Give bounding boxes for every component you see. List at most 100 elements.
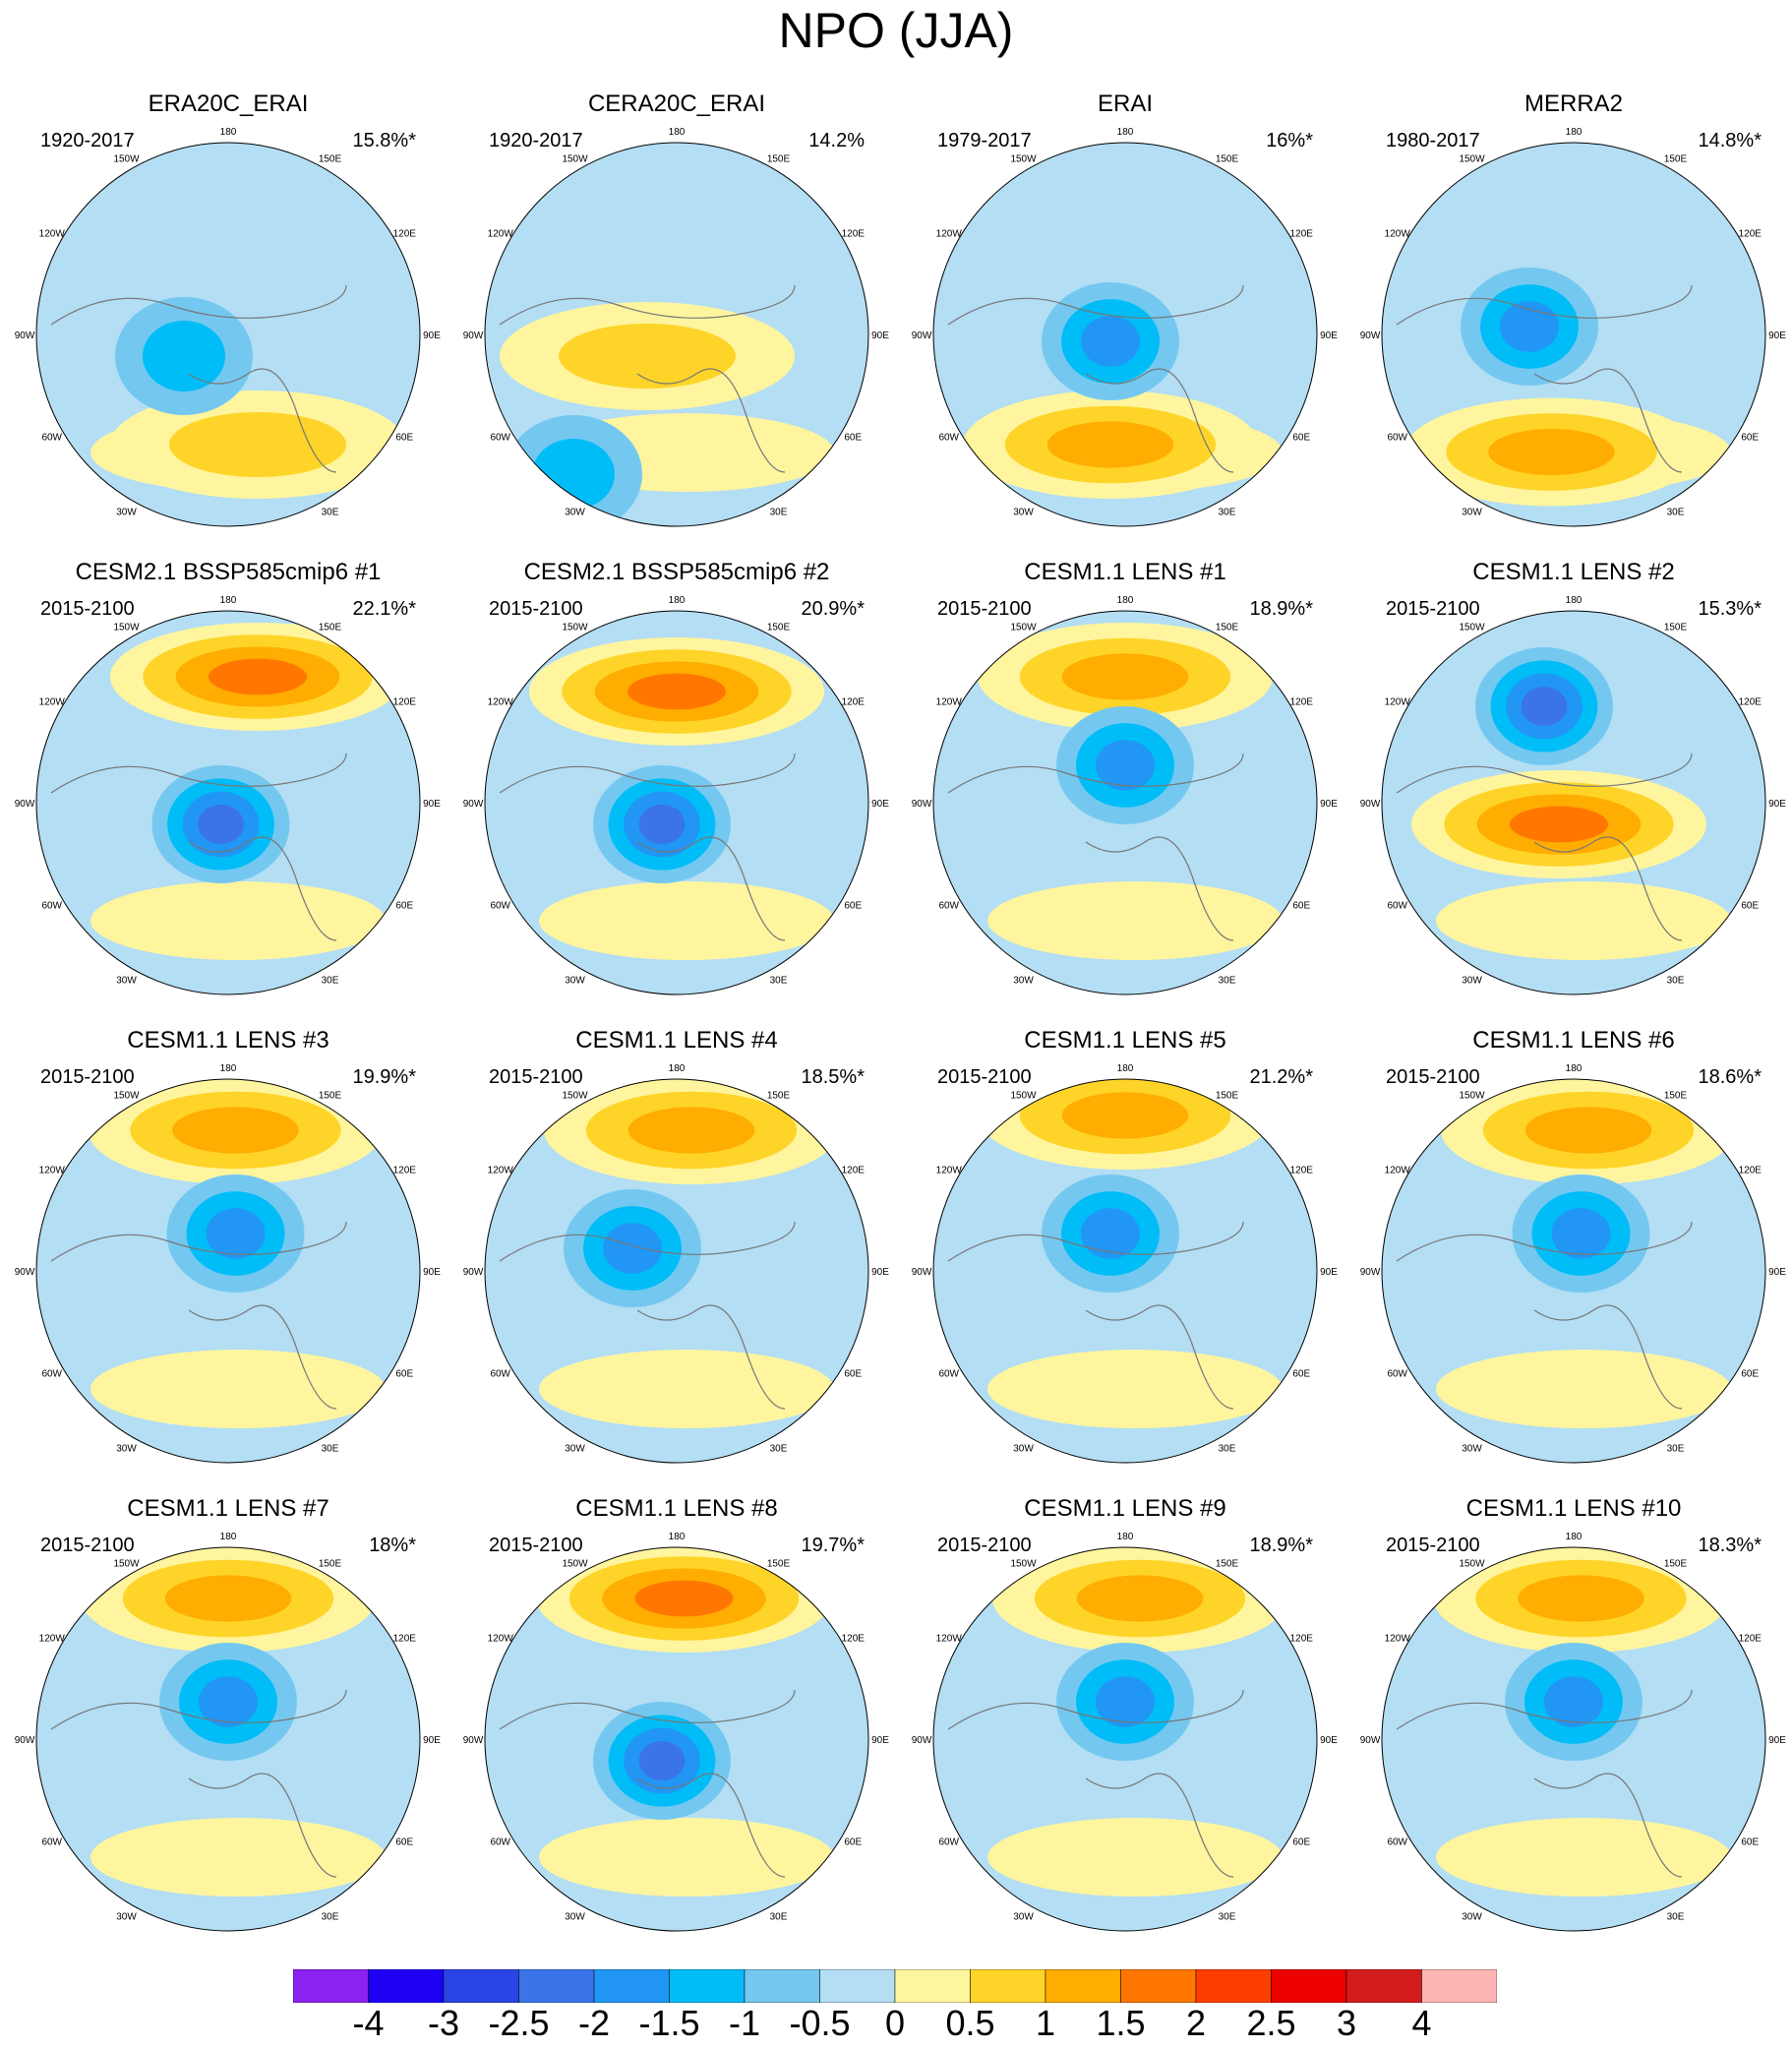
positive-band [539,881,834,960]
map-panel: 180150E120E90E60E30E030W60W90W120W150WCE… [455,559,898,1001]
coastline [1396,753,1693,941]
coastline [499,753,796,941]
negative-contour [1096,1676,1155,1727]
longitude-label: 30E [322,1911,339,1922]
longitude-label: 150W [1010,623,1037,633]
panel-title: CESM1.1 LENS #1 [1024,559,1226,585]
longitude-label: 150E [767,154,791,165]
negative-contour [1096,740,1155,791]
positive-band [90,881,386,960]
panel-title: CESM1.1 LENS #3 [127,1027,329,1054]
negative-contour [1081,1208,1140,1259]
longitude-label: 150E [319,1559,342,1570]
coastline [50,1221,347,1410]
longitude-label: 30W [565,1911,585,1922]
longitude-label: 180 [669,595,686,606]
longitude-label: 90W [463,1735,484,1746]
longitude-label: 150E [319,1091,342,1102]
longitude-label: 120E [1290,697,1314,708]
longitude-label: 30E [322,1443,339,1454]
colorbar-tick-label: -1 [728,2003,761,2043]
longitude-label: 60E [844,1837,862,1848]
polar-map: 180150E120E90E60E30E030W60W90W120W150W [15,1532,441,1932]
positive-band [987,881,1283,960]
panel-title: CESM1.1 LENS #10 [1465,1495,1682,1522]
longitude-label: 120W [936,1634,963,1645]
longitude-label: 180 [1117,595,1134,606]
longitude-label: 90E [1768,799,1786,810]
panel-period: 2015-2100 [1386,1535,1480,1556]
map-boundary [932,1546,1318,1932]
coastline [1396,284,1693,473]
polar-map: 180150E120E90E60E30E030W60W90W120W150W [1360,127,1786,527]
longitude-label: 30E [1667,507,1685,517]
colorbar-swatch [669,1968,746,2004]
variance-explained: 18.3%* [1698,1535,1762,1556]
map-boundary [35,1078,421,1464]
panel-period: 2015-2100 [40,1066,135,1088]
colorbar-swatch [894,1968,971,2004]
negative-contour [638,1741,686,1780]
polar-map: 180150E120E90E60E30E030W60W90W120W150W [912,1532,1338,1932]
coastline [499,1689,796,1878]
positive-contour [1510,806,1608,843]
map-boundary [484,142,869,527]
longitude-label: 120E [1739,697,1762,708]
map-panel: 180150E120E90E60E30E030W60W90W120W150WCE… [1352,1495,1792,1938]
longitude-label: 120W [1385,1634,1411,1645]
colorbar [292,1968,1498,2004]
variance-explained: 19.7%* [801,1535,866,1556]
colorbar-swatch [744,1968,820,2004]
map-panel: 180150E120E90E60E30E030W60W90W120W150WCE… [455,1027,898,1470]
longitude-label: 150E [1216,1091,1239,1102]
map-panel: 180150E120E90E60E30E030W60W90W120W150WME… [1352,90,1792,533]
longitude-label: 150E [1216,154,1239,165]
longitude-label: 120W [488,229,514,240]
longitude-label: 120E [1739,1166,1762,1176]
longitude-label: 60E [1292,1369,1310,1380]
coastline [50,1689,347,1878]
longitude-label: 120E [842,1634,866,1645]
longitude-label: 90W [15,1267,35,1278]
colorbar-swatch [292,1968,369,2004]
longitude-label: 180 [669,1063,686,1074]
longitude-label: 180 [220,595,237,606]
negative-contour [198,805,244,844]
longitude-label: 150W [113,623,140,633]
longitude-label: 150E [1664,1091,1688,1102]
longitude-label: 30W [116,1443,137,1454]
longitude-label: 180 [220,1532,237,1542]
map-boundary [484,1546,869,1932]
positive-band [539,1818,834,1897]
longitude-label: 30W [116,1911,137,1922]
longitude-label: 60E [1292,1837,1310,1848]
longitude-label: 90E [1320,331,1338,341]
colorbar-tick-label: 2 [1185,2003,1207,2043]
longitude-label: 30E [1667,1443,1685,1454]
map-panel: 180150E120E90E60E30E030W60W90W120W150WER… [7,90,449,533]
longitude-label: 180 [1566,595,1583,606]
longitude-label: 60E [1741,433,1759,444]
longitude-label: 60E [1292,433,1310,444]
longitude-label: 30E [1667,1911,1685,1922]
longitude-label: 90W [15,331,35,341]
positive-contour [1488,428,1615,476]
longitude-label: 60W [938,433,959,444]
longitude-label: 120W [488,1166,514,1176]
longitude-label: 30W [565,1443,585,1454]
longitude-label: 150W [113,154,140,165]
positive-contour [1061,1092,1189,1139]
longitude-label: 150E [1664,154,1688,165]
negative-contour [532,439,615,510]
longitude-label: 60W [490,901,510,912]
panel-period: 1920-2017 [489,130,583,151]
polar-map: 180150E120E90E60E30E030W60W90W120W150W [912,595,1338,995]
longitude-label: 60W [490,1369,510,1380]
negative-contour [638,805,686,844]
longitude-label: 150W [562,154,588,165]
colorbar-tick-label: -4 [352,2003,385,2043]
longitude-label: 120W [1385,697,1411,708]
map-panel: 180150E120E90E60E30E030W60W90W120W150WCE… [455,1495,898,1938]
positive-band [539,1350,834,1428]
longitude-label: 180 [1566,127,1583,138]
